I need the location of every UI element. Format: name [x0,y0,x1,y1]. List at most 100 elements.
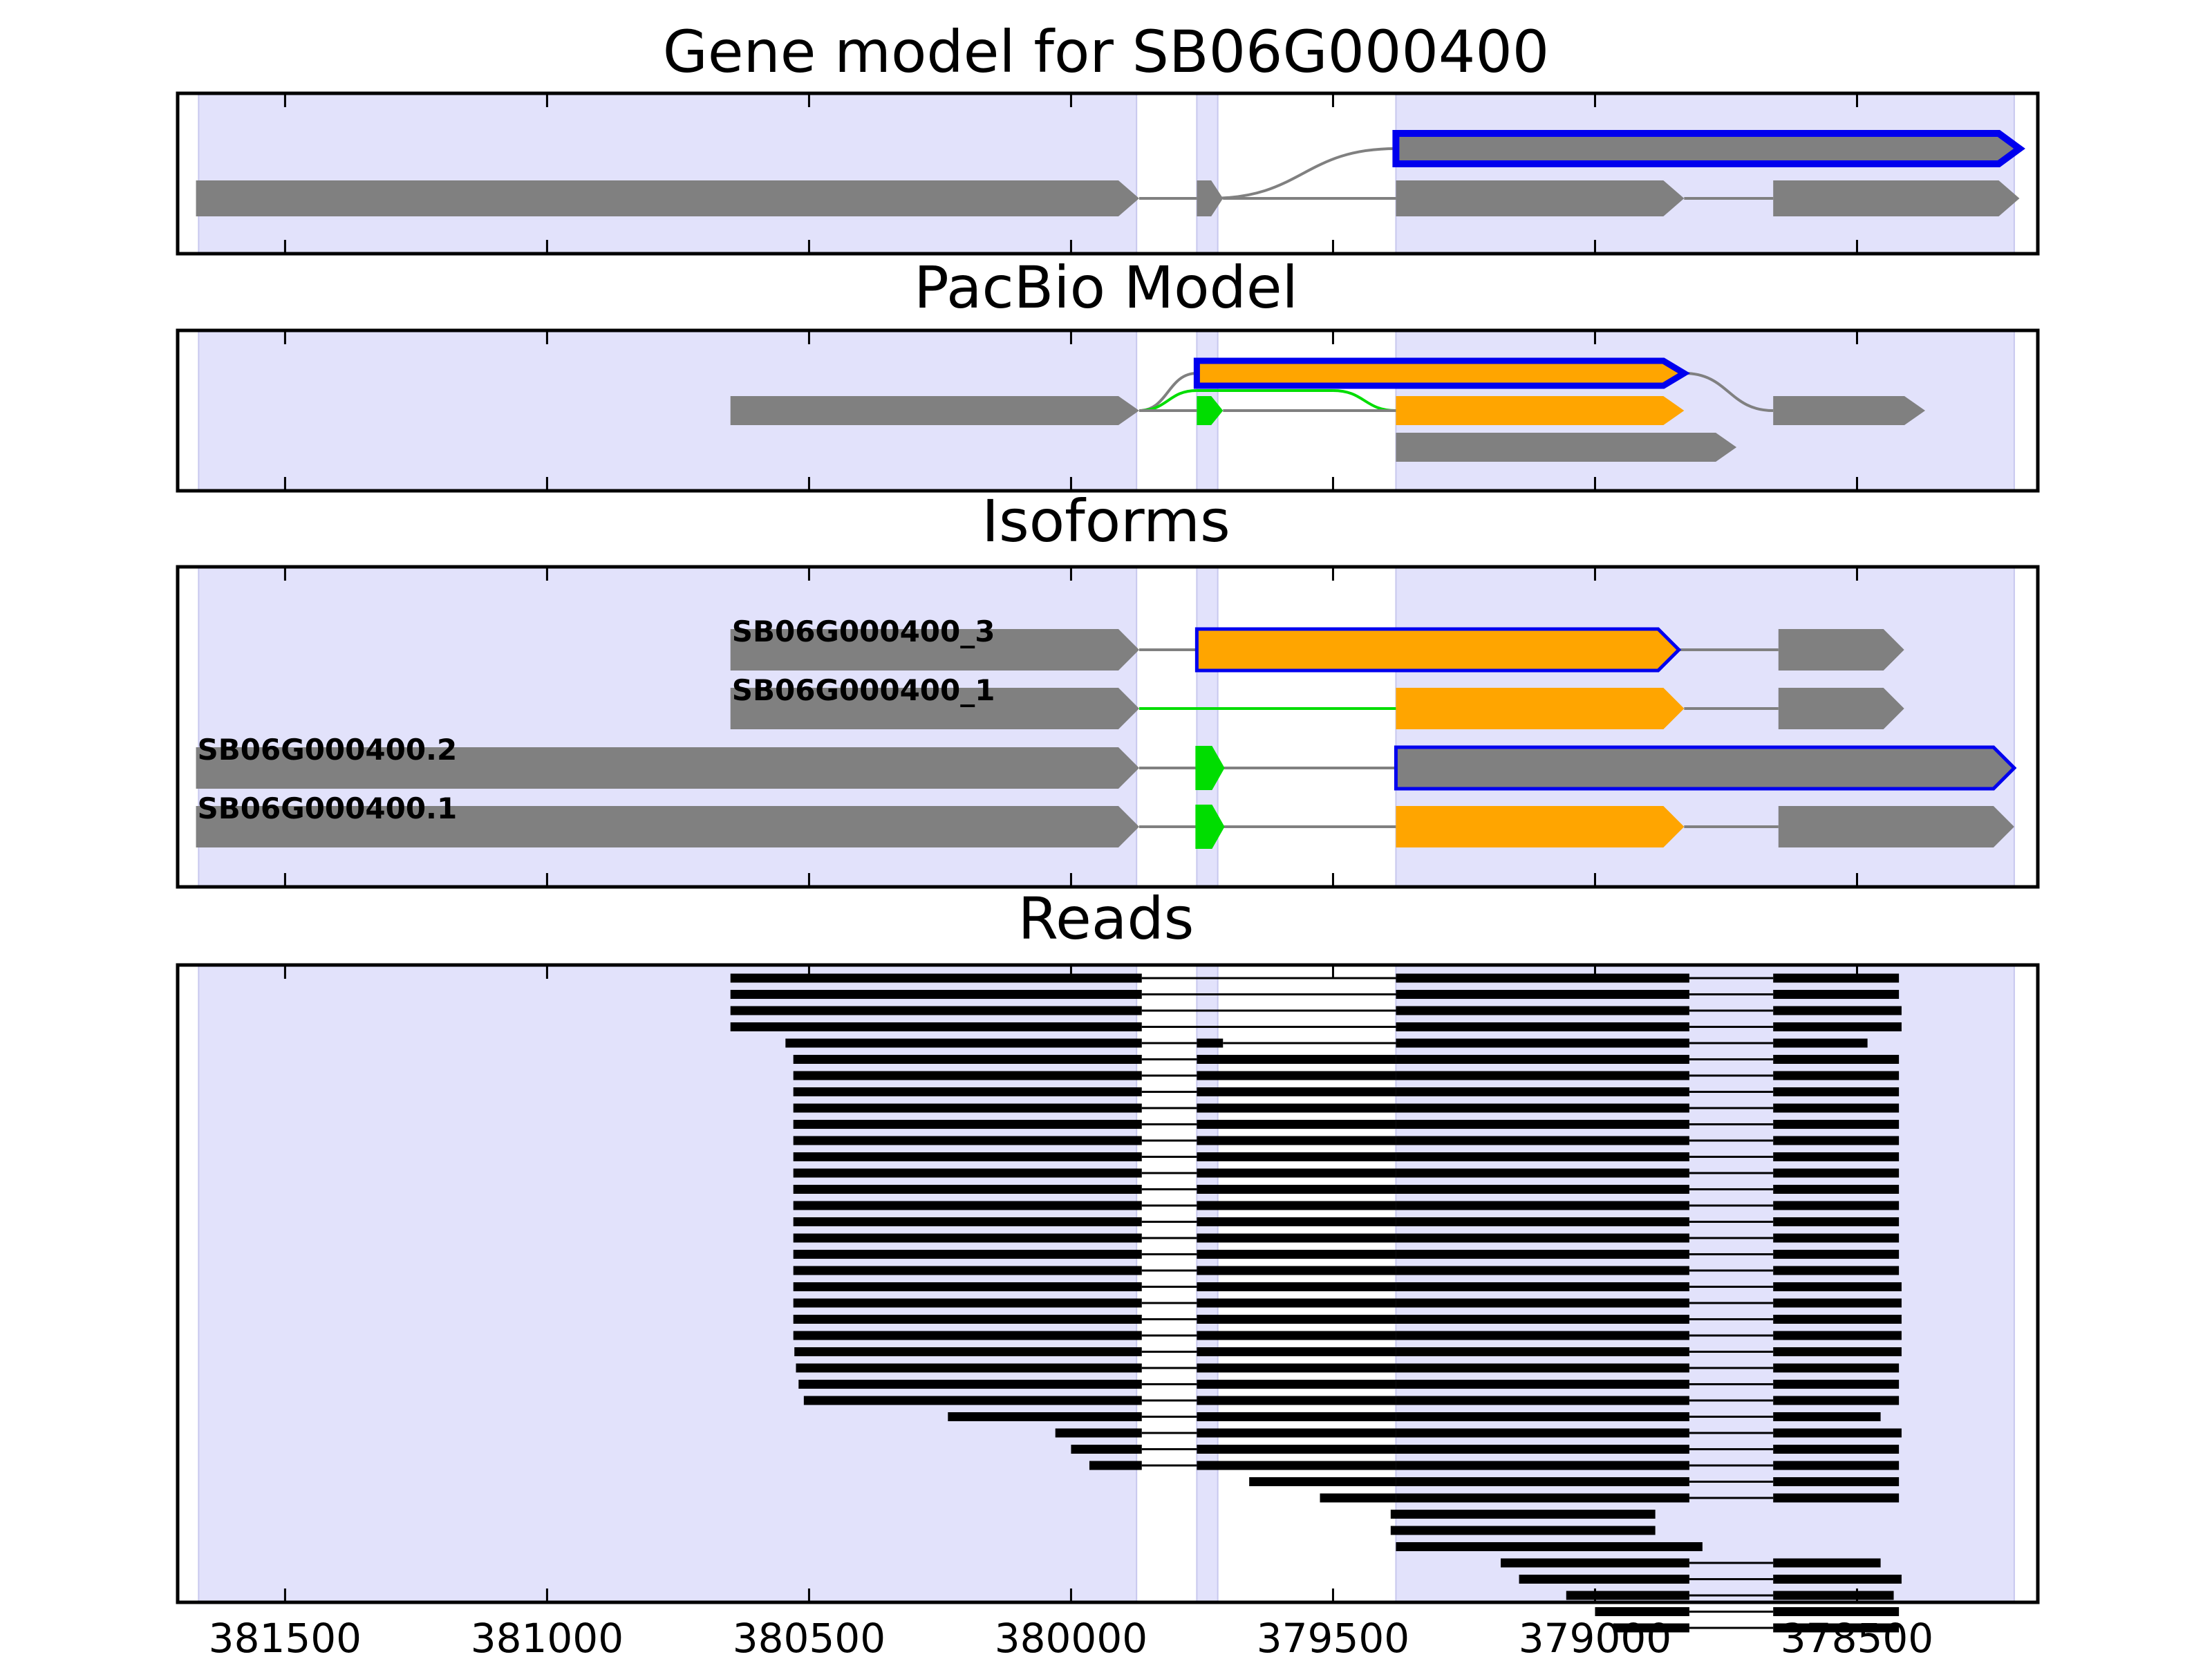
read-block [1773,1055,1900,1064]
read-block [1197,1168,1396,1178]
read-block [1519,1575,1689,1584]
read-block [793,1298,1142,1308]
read-block [1773,1168,1900,1178]
pacbio-model-title: PacBio Model [914,254,1298,321]
read-block [1773,1412,1881,1421]
pacbio-junction-curve [1684,372,1774,412]
x-tick-label: 379500 [1257,1615,1409,1659]
gene-model-panel [176,91,2040,256]
x-axis-tick-labels: 381500 381000 380500 380000 379500 379000 3785… [209,1615,1934,1659]
read-block [793,1282,1142,1291]
read-block [1396,1217,1689,1226]
read-block [1773,1445,1900,1454]
read-block [1396,1087,1689,1096]
read-block [1396,1022,1689,1031]
read-block [793,1152,1142,1161]
read-block [1197,1428,1396,1438]
pacbio-frame [176,328,2040,493]
read-block [1320,1493,1396,1503]
reads-frame [176,963,2040,1604]
read-block [1197,1380,1396,1389]
read-block [794,1347,1142,1356]
pacbio-alt-exon [1396,396,1685,425]
read-block [1773,1022,1902,1031]
read-block [1197,1233,1396,1243]
pacbio-exon [730,396,1139,425]
read-block [1396,1185,1689,1194]
read-block [793,1185,1142,1194]
gene-shaded-region [1395,93,2015,254]
isoform-exon [1396,688,1685,729]
read-block [1773,1282,1902,1291]
gene-junction-curve [1210,147,1396,200]
read-block [1396,1493,1689,1503]
read-block [1197,1396,1396,1405]
read-block [1197,1347,1396,1356]
read-block [1773,1006,1902,1015]
isoform-label: SB06G000400_1 [732,673,995,707]
read-block [1773,1250,1900,1259]
read-block [1773,1363,1900,1373]
read-block [948,1412,1142,1421]
read-block [793,1168,1142,1178]
isoform-exon [1778,629,1904,671]
read-block [796,1363,1142,1373]
read-block [1396,990,1689,999]
read-block [1197,1087,1396,1096]
read-block [1396,1136,1689,1145]
read-block [1197,1282,1396,1291]
read-block [793,1103,1142,1113]
isoform-exon [1396,806,1685,847]
read-block [1197,1217,1396,1226]
read-block [793,1120,1142,1129]
x-tick-label: 380000 [995,1615,1147,1659]
read-block [1773,1461,1900,1470]
read-block [1773,1607,1900,1616]
read-block [793,1071,1142,1080]
isoform-exon [730,688,1139,729]
read-block [1197,1185,1396,1194]
read-block [793,1136,1142,1145]
x-tick-label: 381500 [209,1615,362,1659]
read-block [1197,1152,1396,1161]
read-block [793,1315,1142,1324]
read-block [1595,1607,1689,1616]
gene-exon [1773,180,2020,216]
read-block [1773,1233,1900,1243]
read-block [1773,1185,1900,1194]
read-block [803,1396,1142,1405]
read-block [1773,1591,1894,1600]
read-block [1396,1103,1689,1113]
read-block [1773,1298,1902,1308]
x-tick-label: 378500 [1781,1615,1933,1659]
read-block [1249,1477,1396,1486]
read-block [730,1022,1142,1031]
read-block [1197,1266,1396,1275]
isoform-exon [1778,688,1904,729]
read-block [1396,1233,1689,1243]
pacbio-exon [1396,433,1737,462]
read-block [1773,1477,1900,1486]
read-block [793,1217,1142,1226]
read-block [1773,1120,1900,1129]
read-block [1396,1347,1689,1356]
isoform-exon [1194,627,1682,673]
read-block [1773,1315,1902,1324]
read-block [1197,1298,1396,1308]
read-block [1773,1380,1900,1389]
read-block [1396,1298,1689,1308]
read-block [1396,1071,1689,1080]
read-block [1396,1201,1689,1210]
isoform-exon [1195,746,1225,790]
read-block [1071,1445,1142,1454]
pacbio-exon [1773,396,1926,425]
read-block [793,1201,1142,1210]
read-block [1501,1558,1689,1568]
read-block [1197,1250,1396,1259]
read-block [1773,1038,1868,1048]
gene-exon [196,180,1139,216]
read-block [793,1266,1142,1275]
read-block [1396,1282,1689,1291]
read-block [1773,1087,1900,1096]
